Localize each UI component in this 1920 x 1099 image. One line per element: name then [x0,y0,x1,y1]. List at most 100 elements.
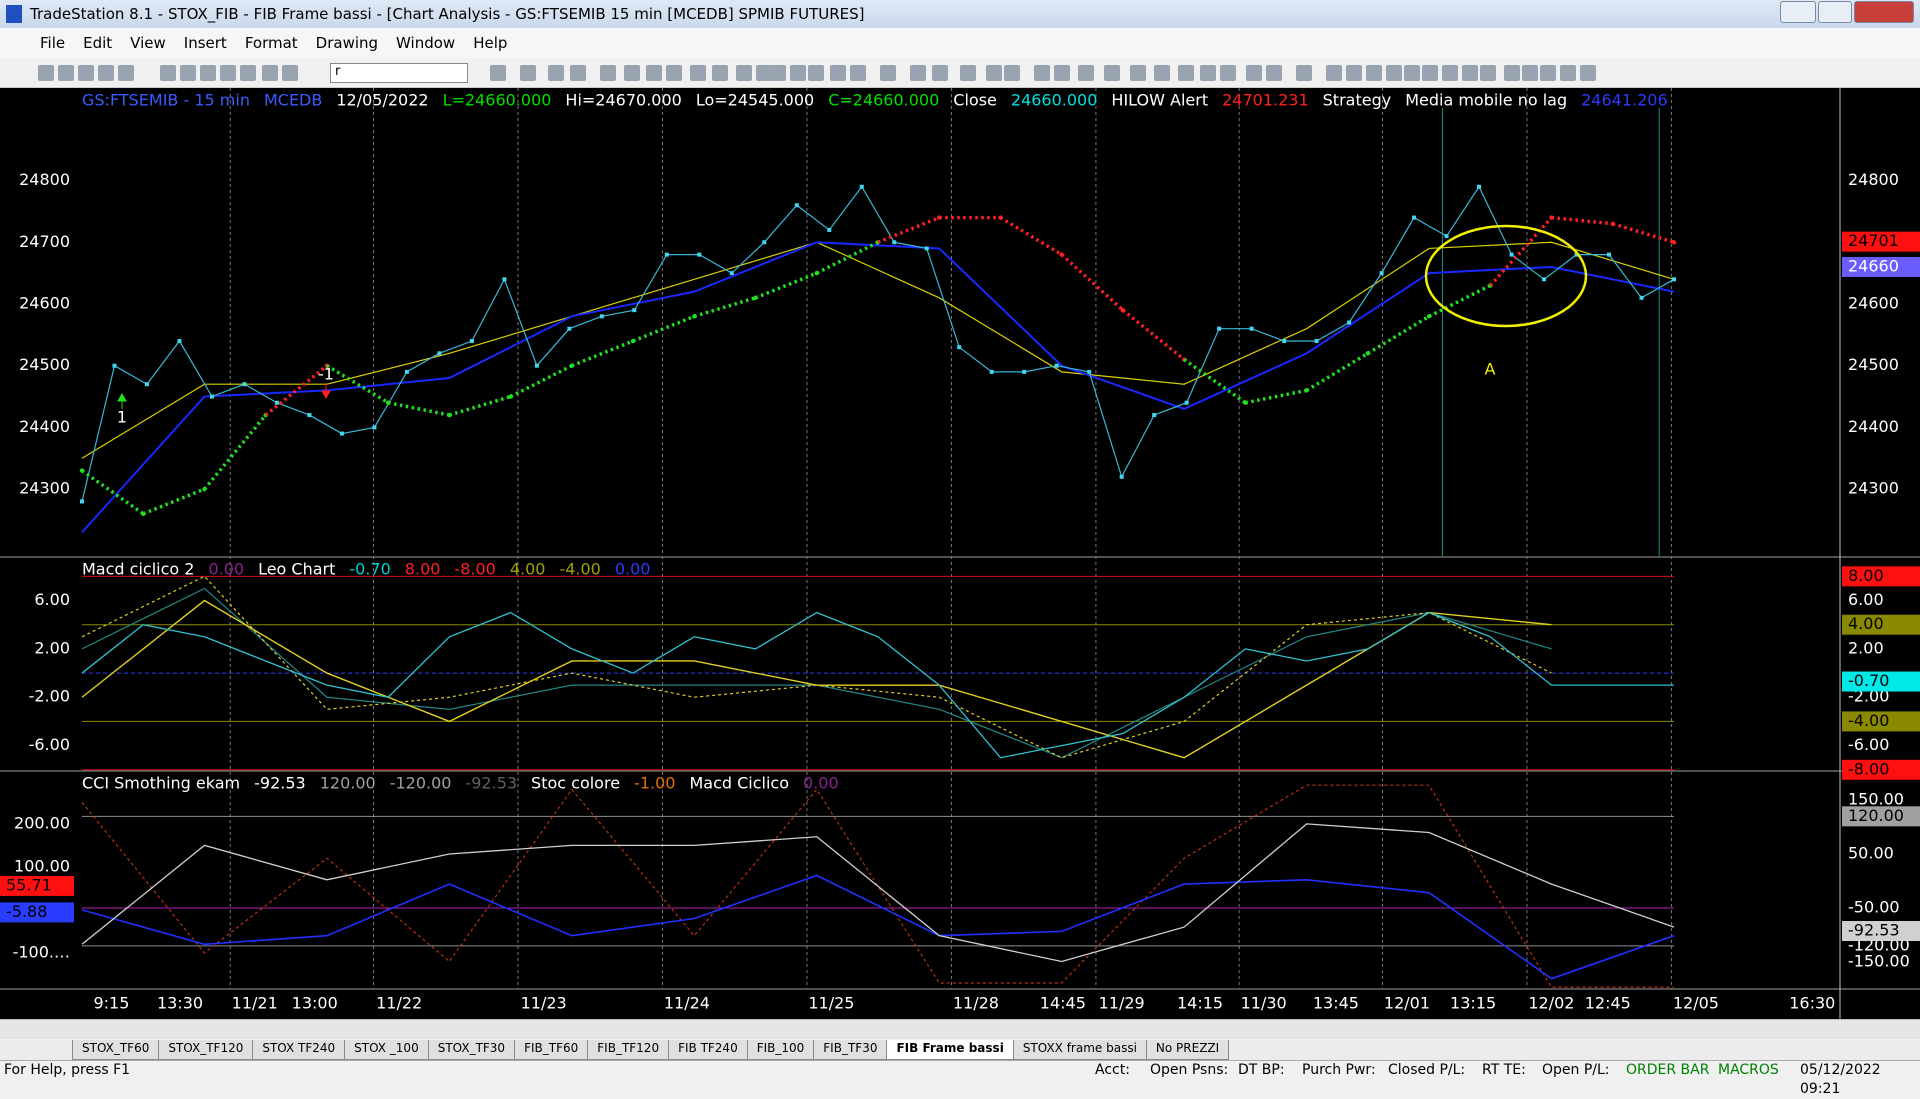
toolbar-button[interactable] [624,65,640,81]
toolbar-button[interactable] [1366,65,1382,81]
workspace-tab[interactable]: FIB_100 [746,1040,815,1060]
toolbar-button[interactable] [98,65,114,81]
toolbar-button[interactable] [1404,65,1420,81]
y-tick-label: 6.00 [34,590,70,609]
workspace-tab[interactable]: STOX_TF60 [72,1040,160,1060]
toolbar-button[interactable] [520,65,536,81]
workspace-tab[interactable]: No PREZZI [1145,1040,1230,1060]
maximize-button[interactable] [1818,1,1852,23]
toolbar-button[interactable] [736,65,752,81]
stop-segment [877,215,940,244]
app-icon [6,5,22,23]
toolbar-button[interactable] [1130,65,1146,81]
workspace-tab[interactable]: FIB_TF30 [813,1040,888,1060]
toolbar-button[interactable] [1246,65,1262,81]
toolbar-button[interactable] [1220,65,1236,81]
menu-item[interactable]: Window [396,34,456,52]
workspace-tab[interactable]: FIB_TF60 [514,1040,589,1060]
toolbar-button[interactable] [1004,65,1020,81]
menu-item[interactable]: Help [473,34,508,52]
toolbar-button[interactable] [1504,65,1520,81]
toolbar-button[interactable] [1104,65,1120,81]
workspace-tab[interactable]: FIB TF240 [668,1040,748,1060]
toolbar-button[interactable] [1054,65,1070,81]
toolbar-button[interactable] [1346,65,1362,81]
workspace-tab[interactable]: FIB Frame bassi [886,1040,1014,1060]
toolbar-button[interactable] [38,65,54,81]
toolbar-button[interactable] [646,65,662,81]
toolbar-button[interactable] [600,65,616,81]
bar-point [794,203,799,208]
toolbar-button[interactable] [1078,65,1094,81]
toolbar-button[interactable] [790,65,806,81]
toolbar-button[interactable] [1422,65,1438,81]
menu-item[interactable]: Drawing [315,34,379,52]
toolbar-button[interactable] [220,65,236,81]
toolbar-button[interactable] [986,65,1002,81]
toolbar-button[interactable] [880,65,896,81]
indicator-label: 0.00 [803,774,839,793]
toolbar-button[interactable] [282,65,298,81]
toolbar-button[interactable] [1462,65,1478,81]
value-box-label: -4.00 [1848,711,1889,730]
workspace-tab[interactable]: STOX_TF30 [427,1040,516,1060]
toolbar-button[interactable] [548,65,564,81]
workspace-tab[interactable]: STOX _100 [344,1040,429,1060]
workspace-tab[interactable]: FIB_TF120 [587,1040,670,1060]
menu-item[interactable]: View [130,34,166,52]
bar-point [924,246,929,251]
toolbar-button[interactable] [808,65,824,81]
toolbar-button[interactable] [78,65,94,81]
close-button[interactable] [1854,1,1914,23]
toolbar-button[interactable] [910,65,926,81]
toolbar-button[interactable] [1154,65,1170,81]
horizontal-scrollbar[interactable] [0,1019,1920,1039]
minimize-button[interactable] [1780,1,1816,23]
order-bar[interactable]: ORDER BAR [1626,1062,1710,1078]
toolbar-button[interactable] [262,65,278,81]
symbol-combo[interactable]: r [330,63,468,83]
menu-item[interactable]: Edit [83,34,113,52]
workspace-tab[interactable]: STOX_TF120 [158,1040,254,1060]
x-tick-label: 11/22 [376,994,422,1013]
toolbar-button[interactable] [1442,65,1458,81]
value-box [1842,614,1920,635]
toolbar-button[interactable] [1480,65,1496,81]
toolbar-button[interactable] [240,65,256,81]
toolbar-button[interactable] [1296,65,1312,81]
value-box [1842,256,1920,277]
workspace-tab[interactable]: STOXX frame bassi [1012,1040,1147,1060]
workspace-tab[interactable]: STOX TF240 [252,1040,346,1060]
menu-item[interactable]: Insert [183,34,227,52]
toolbar-button[interactable] [666,65,682,81]
toolbar-button[interactable] [850,65,866,81]
toolbar-button[interactable] [1540,65,1556,81]
toolbar-button[interactable] [1034,65,1050,81]
toolbar-button[interactable] [570,65,586,81]
toolbar-button[interactable] [1326,65,1342,81]
toolbar-button[interactable] [58,65,74,81]
macros[interactable]: MACROS [1718,1062,1779,1078]
toolbar-button[interactable] [1200,65,1216,81]
toolbar-button[interactable] [180,65,196,81]
toolbar-button[interactable] [118,65,134,81]
toolbar-button[interactable] [490,65,506,81]
title-bar: TradeStation 8.1 - STOX_FIB - FIB Frame … [0,0,1920,28]
toolbar-button[interactable] [960,65,976,81]
toolbar-button[interactable] [690,65,706,81]
menu-item[interactable]: File [40,34,66,52]
toolbar-button[interactable] [1386,65,1402,81]
toolbar-button[interactable] [200,65,216,81]
toolbar-button[interactable] [1580,65,1596,81]
toolbar-button[interactable] [932,65,948,81]
toolbar-button[interactable] [1178,65,1194,81]
toolbar-button[interactable] [1266,65,1282,81]
toolbar-button[interactable] [1560,65,1576,81]
toolbar-button[interactable] [830,65,846,81]
toolbar-button[interactable] [160,65,176,81]
toolbar-button[interactable] [756,65,772,81]
menu-item[interactable]: Format [244,34,298,52]
toolbar-button[interactable] [712,65,728,81]
toolbar-button[interactable] [1522,65,1538,81]
toolbar-button[interactable] [770,65,786,81]
